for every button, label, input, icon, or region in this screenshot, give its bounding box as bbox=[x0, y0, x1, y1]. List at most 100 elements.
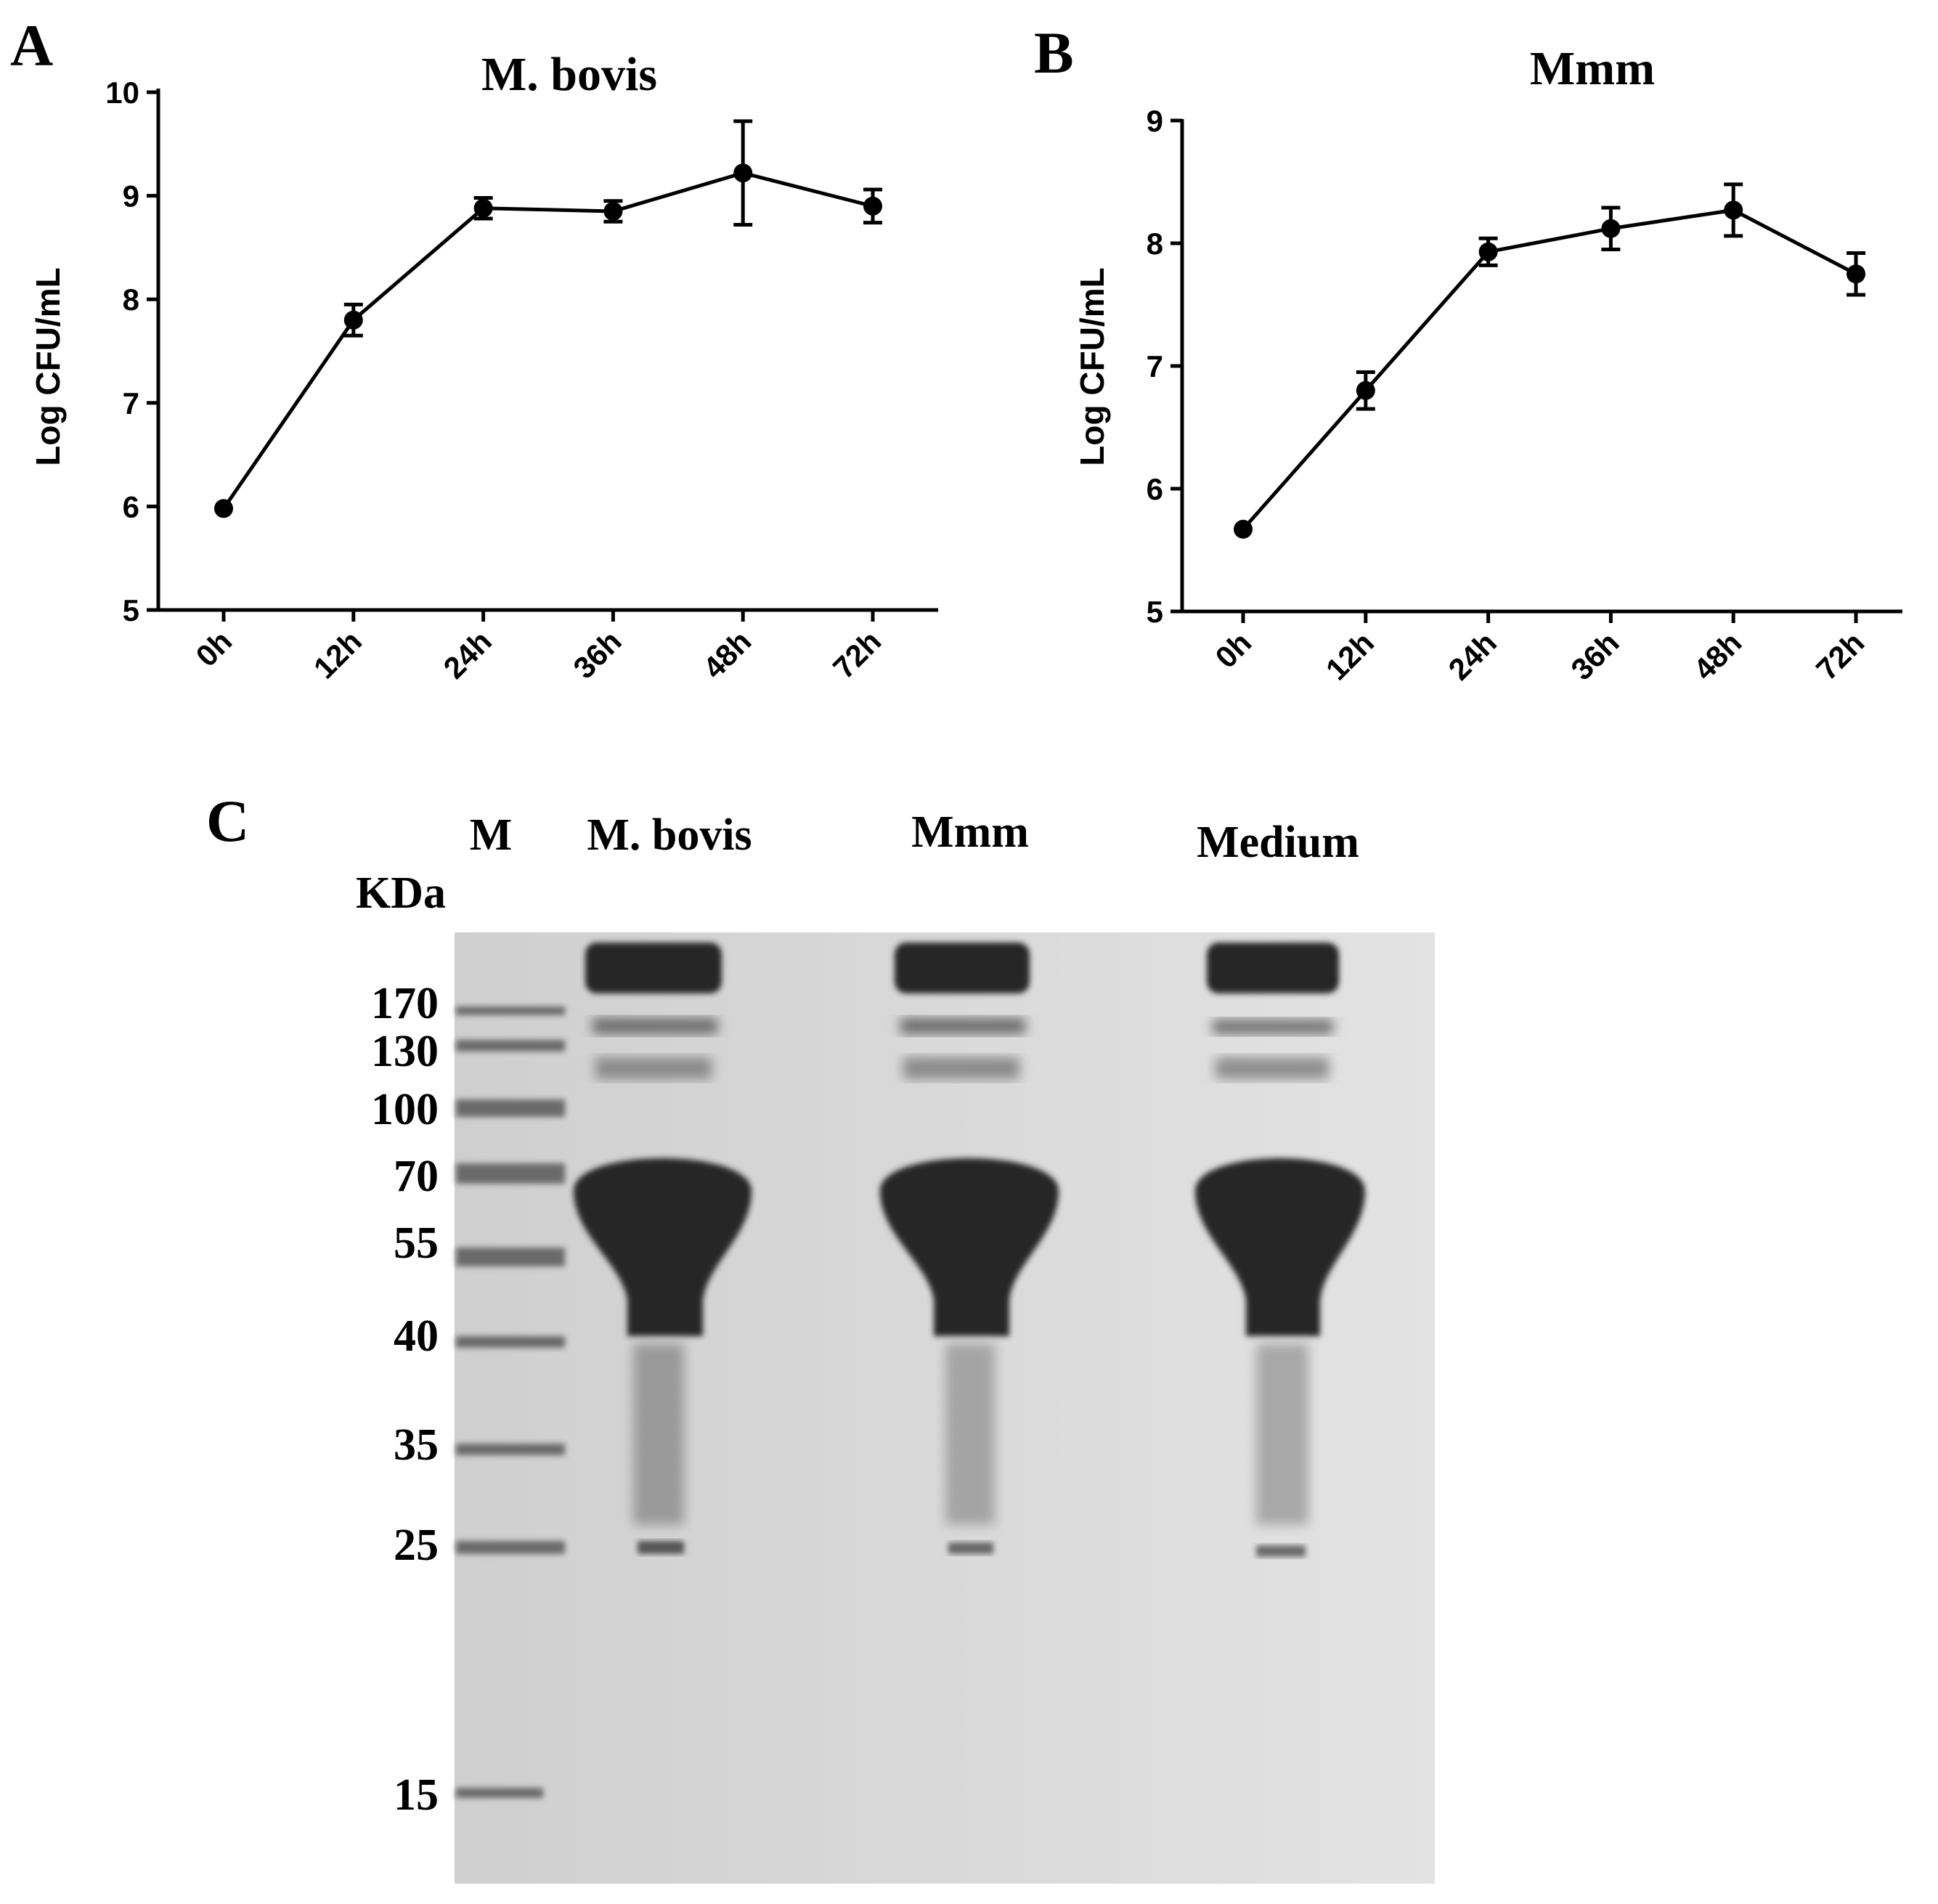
gel-marker-lane-label: M bbox=[470, 810, 513, 860]
chart-b-point bbox=[1234, 519, 1253, 539]
chart-a-points bbox=[214, 163, 882, 518]
panel-letter-a: A bbox=[10, 12, 53, 78]
chart-a-point bbox=[733, 163, 753, 183]
chart-a-x-ticks: 0h 12h 24h 36h 48h 72h bbox=[189, 610, 887, 685]
lane-band-high bbox=[593, 1018, 717, 1034]
lane-band-top bbox=[1207, 943, 1339, 993]
panel-letter-b: B bbox=[1034, 20, 1074, 86]
chart-b-points bbox=[1234, 200, 1865, 539]
chart-a-series-line bbox=[221, 171, 874, 510]
lane-band-top bbox=[895, 943, 1030, 993]
marker-70: 70 bbox=[394, 1152, 439, 1201]
chart-a-xtick-label: 36h bbox=[566, 624, 627, 685]
chart-a-ytick-label: 5 bbox=[123, 593, 139, 627]
chart-a-xtick-label: 12h bbox=[307, 624, 368, 685]
chart-b-point bbox=[1724, 200, 1743, 220]
gel-lane-label-medium: Medium bbox=[1197, 818, 1359, 867]
chart-b-ytick-label: 9 bbox=[1147, 104, 1163, 138]
marker-25: 25 bbox=[394, 1521, 439, 1570]
chart-a-point bbox=[473, 198, 493, 218]
lane-band-high bbox=[900, 1018, 1025, 1034]
gel-lane-medium bbox=[1195, 943, 1365, 1557]
lane-band-smear bbox=[595, 1057, 712, 1079]
chart-b-xtick-label: 48h bbox=[1687, 625, 1748, 686]
panel-letter-c: C bbox=[206, 788, 249, 854]
marker-40: 40 bbox=[394, 1311, 439, 1361]
marker-100: 100 bbox=[371, 1085, 439, 1134]
chart-b-point bbox=[1356, 381, 1375, 400]
chart-a-ytick-label: 8 bbox=[123, 282, 139, 317]
lane-band-25 bbox=[1256, 1545, 1306, 1557]
chart-a-xtick-label: 48h bbox=[696, 624, 757, 685]
chart-b-ytick-label: 6 bbox=[1147, 472, 1163, 506]
chart-b-ylabel: Log CFU/mL bbox=[1073, 267, 1111, 465]
gel-lane-mmm bbox=[880, 943, 1059, 1554]
lane-band-smear bbox=[903, 1057, 1019, 1079]
chart-b-point bbox=[1478, 242, 1498, 261]
lane-band-high bbox=[1213, 1020, 1333, 1034]
chart-a-point bbox=[603, 201, 623, 221]
chart-b-series-line bbox=[1242, 208, 1857, 531]
chart-b-xtick-label: 24h bbox=[1442, 625, 1503, 686]
chart-b-y-ticks: 5 6 7 8 9 bbox=[1147, 104, 1182, 629]
marker-ladder bbox=[456, 1006, 565, 1798]
ladder-band-15 bbox=[456, 1788, 543, 1798]
chart-b-ytick-label: 8 bbox=[1147, 227, 1163, 261]
chart-a-title: M. bovis bbox=[481, 48, 657, 101]
lane-band-albumin bbox=[1195, 1158, 1365, 1336]
chart-b-xtick-label: 0h bbox=[1208, 625, 1258, 675]
lane-smear-low bbox=[945, 1343, 995, 1525]
chart-a-y-ticks: 5 6 7 8 9 10 bbox=[105, 76, 158, 627]
chart-a-ytick-label: 10 bbox=[105, 76, 139, 110]
chart-a-point bbox=[863, 196, 882, 216]
gel-lane-label-m-bovis: M. bovis bbox=[587, 810, 752, 860]
chart-a-error-bars bbox=[343, 119, 882, 338]
ladder-band-130 bbox=[456, 1040, 565, 1051]
chart-a-xtick-label: 24h bbox=[437, 624, 498, 685]
panel-a: A M. bovis Log CFU/mL 5 6 7 8 9 10 0h 12h 24h 36… bbox=[10, 12, 938, 685]
chart-a-xtick-label: 72h bbox=[826, 624, 887, 685]
chart-b-point bbox=[1847, 264, 1865, 284]
gel-image bbox=[455, 932, 1435, 1884]
chart-a-xtick-label: 0h bbox=[189, 624, 238, 673]
chart-a-ylabel: Log CFU/mL bbox=[29, 267, 67, 465]
lane-band-albumin bbox=[880, 1158, 1059, 1336]
chart-b-point bbox=[1601, 219, 1621, 238]
lane-band-albumin bbox=[574, 1158, 752, 1336]
chart-a-ytick-label: 6 bbox=[123, 489, 139, 524]
ladder-band-100 bbox=[456, 1099, 565, 1117]
gel-unit-label: KDa bbox=[356, 868, 446, 918]
ladder-band-55 bbox=[456, 1248, 565, 1266]
ladder-band-25 bbox=[456, 1541, 565, 1554]
ladder-band-40 bbox=[456, 1336, 565, 1348]
lane-band-25 bbox=[638, 1541, 684, 1554]
ladder-band-170 bbox=[456, 1006, 565, 1015]
lane-band-25 bbox=[948, 1542, 993, 1554]
marker-35: 35 bbox=[394, 1420, 439, 1470]
ladder-band-70 bbox=[456, 1163, 565, 1184]
chart-b-title: Mmm bbox=[1530, 42, 1655, 95]
gel-lane-label-mmm: Mmm bbox=[911, 807, 1029, 857]
chart-b-error-bars bbox=[1356, 182, 1865, 411]
chart-b-xtick-label: 12h bbox=[1319, 625, 1380, 686]
chart-a-point bbox=[214, 499, 233, 518]
marker-130: 130 bbox=[371, 1027, 439, 1076]
lane-smear-low bbox=[633, 1343, 684, 1525]
panel-b: B Mmm Log CFU/mL 5 6 7 8 9 0h 12h 24h 36h 48h 72h bbox=[1034, 20, 1902, 687]
lane-band-smear bbox=[1216, 1057, 1329, 1079]
ladder-band-35 bbox=[456, 1444, 565, 1455]
marker-55: 55 bbox=[394, 1219, 439, 1268]
chart-a-point bbox=[343, 310, 363, 330]
chart-a-ytick-label: 7 bbox=[123, 386, 139, 420]
chart-b-ytick-label: 5 bbox=[1147, 595, 1163, 629]
chart-b-xtick-label: 36h bbox=[1564, 625, 1625, 686]
lane-smear-low bbox=[1256, 1343, 1308, 1525]
gel-lane-m-bovis bbox=[574, 943, 752, 1554]
lane-band-top bbox=[585, 943, 722, 993]
panel-c: C M M. bovis Mmm Medium KDa 170 130 100 … bbox=[206, 788, 1435, 1884]
chart-b-xtick-label: 72h bbox=[1809, 625, 1870, 686]
marker-170: 170 bbox=[371, 979, 439, 1028]
chart-b-x-ticks: 0h 12h 24h 36h 48h 72h bbox=[1208, 611, 1870, 687]
chart-b-ytick-label: 7 bbox=[1147, 349, 1163, 383]
